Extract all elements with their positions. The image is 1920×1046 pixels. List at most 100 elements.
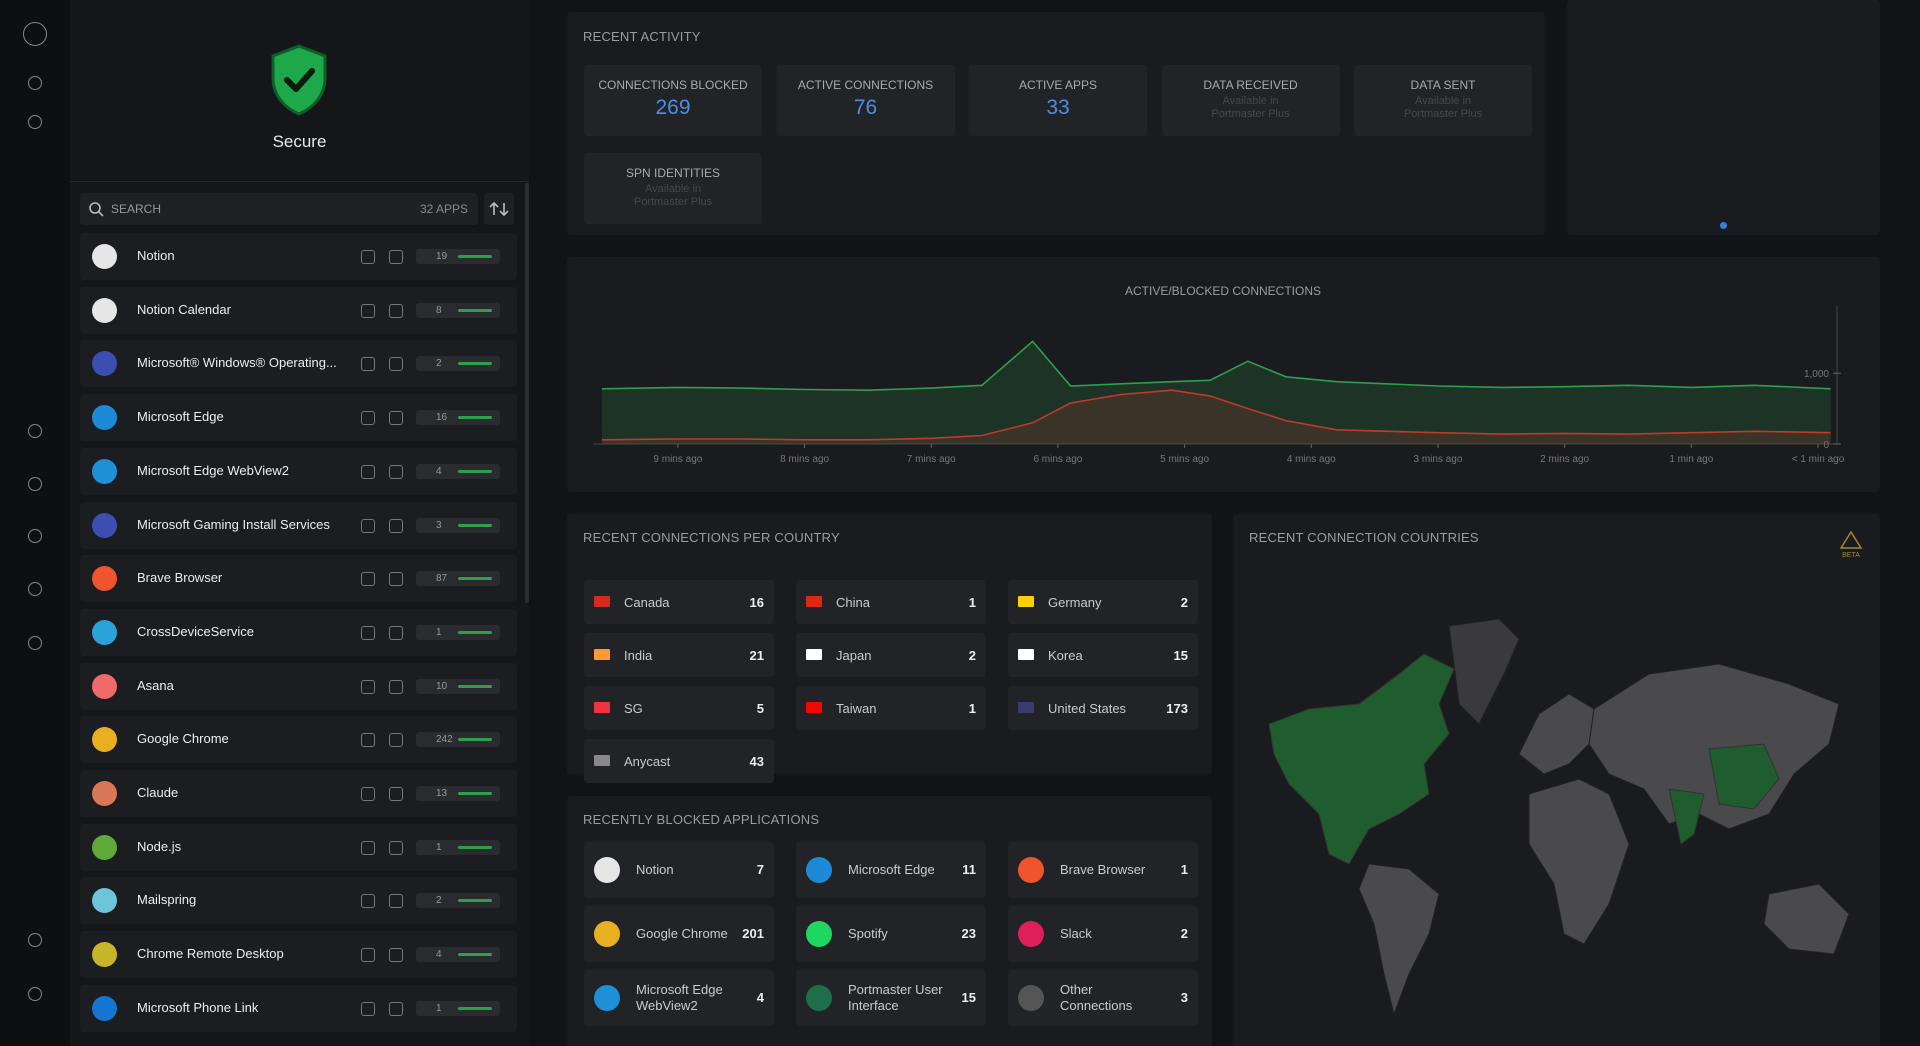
connection-count: 4 <box>436 465 442 477</box>
stat-card: ACTIVE APPS 33 <box>969 65 1147 136</box>
app-row[interactable]: Asana 10 <box>80 662 517 710</box>
countries-panel: RECENT CONNECTIONS PER COUNTRY Canada 16 C… <box>567 514 1212 783</box>
connections-chart: ACTIVE/BLOCKED CONNECTIONS 0 1,000 9 mins … <box>593 284 1845 465</box>
connection-bar <box>458 469 492 473</box>
app-row[interactable]: Microsoft Edge WebView2 4 <box>80 447 517 495</box>
beta-label: BETA <box>1842 552 1860 559</box>
country-cell: SG 5 <box>584 686 774 730</box>
app-action-icon <box>389 572 403 587</box>
connection-pill: 4 <box>416 463 500 479</box>
app-action-icon <box>389 894 403 909</box>
app-action-icon <box>389 411 403 426</box>
connection-bar <box>458 684 492 688</box>
app-row[interactable]: Chrome Remote Desktop 4 <box>80 931 517 979</box>
stat-note: Available in Portmaster Plus <box>633 183 713 208</box>
stat-card: ACTIVE CONNECTIONS 76 <box>776 65 955 136</box>
app-row[interactable]: Microsoft Phone Link 1 <box>80 984 517 1032</box>
connection-bar <box>458 953 492 957</box>
series-area <box>601 390 1831 444</box>
connection-count: 1 <box>436 1002 442 1014</box>
blocked-app-icon <box>806 921 832 947</box>
x-tick-label: 4 mins ago <box>1287 454 1336 465</box>
blocked-apps-panel: RECENTLY BLOCKED APPLICATIONS Notion 7 Mic… <box>567 796 1212 1046</box>
app-icon <box>92 781 117 806</box>
nav-icon[interactable] <box>28 76 42 90</box>
app-icon <box>92 351 117 377</box>
search-box[interactable]: SEARCH 32 APPS <box>80 193 478 225</box>
nav-icon[interactable] <box>28 115 42 129</box>
x-tick-label: 1 min ago <box>1669 454 1713 465</box>
blocked-app-count: 11 <box>962 862 976 877</box>
blocked-app-cell: Slack 2 <box>1008 906 1198 962</box>
app-row[interactable]: Brave Browser 87 <box>80 555 517 603</box>
app-name: Microsoft® Windows® Operating... <box>137 355 337 371</box>
nav-icon[interactable] <box>28 477 42 491</box>
connection-count: 10 <box>436 680 448 692</box>
connection-count: 2 <box>436 358 442 370</box>
connection-count: 4 <box>436 949 442 961</box>
app-panel: Secure SEARCH 32 APPS Notion 19 Notion Cal… <box>70 0 529 1046</box>
nav-icon[interactable] <box>28 424 42 438</box>
app-name: CrossDeviceService <box>137 623 255 639</box>
app-row[interactable]: Notion Calendar 8 <box>80 286 517 334</box>
country-flag <box>594 596 610 607</box>
app-name: Node.js <box>137 838 182 854</box>
africa <box>1528 778 1630 945</box>
nav-icon[interactable] <box>28 582 42 596</box>
country-name: Anycast <box>624 754 671 769</box>
stat-value: 269 <box>655 96 691 119</box>
panel-title: RECENT CONNECTION COUNTRIES <box>1249 530 1479 545</box>
connection-pill: 4 <box>416 947 500 963</box>
app-name: Claude <box>137 785 179 800</box>
country-flag <box>806 596 822 607</box>
app-row[interactable]: Claude 13 <box>80 770 517 817</box>
nav-icon[interactable] <box>28 529 42 543</box>
app-row[interactable]: Notion 19 <box>80 233 517 280</box>
app-row[interactable]: Microsoft Gaming Install Services 3 <box>80 501 517 549</box>
app-icon <box>92 566 117 592</box>
connection-count: 87 <box>436 573 448 585</box>
app-row[interactable]: Google Chrome 242 <box>80 716 517 764</box>
blocked-app-name: Notion <box>636 862 674 877</box>
stat-value: 33 <box>1046 96 1070 119</box>
nav-icon[interactable] <box>28 987 42 1001</box>
blocked-app-cell: Notion 7 <box>584 842 774 898</box>
country-flag <box>1018 649 1034 660</box>
nav-icon[interactable] <box>28 636 42 650</box>
app-name: Asana <box>137 677 174 693</box>
nav-icon[interactable] <box>28 933 42 947</box>
country-count: 173 <box>1166 701 1188 716</box>
app-name: Brave Browser <box>137 570 223 586</box>
sort-button[interactable] <box>484 193 514 225</box>
blocked-app-icon <box>594 985 620 1011</box>
country-name: SG <box>624 701 643 716</box>
app-action-icon <box>389 948 403 963</box>
stat-label: ACTIVE APPS <box>1018 78 1098 92</box>
australia <box>1763 883 1850 955</box>
app-row[interactable]: CrossDeviceService 1 <box>80 608 517 656</box>
map-panel: RECENT CONNECTION COUNTRIES BETA <box>1233 514 1880 1046</box>
stat-value: 76 <box>853 96 878 119</box>
country-count: 1 <box>968 595 976 610</box>
blocked-app-count: 4 <box>756 990 764 1005</box>
app-name: Microsoft Gaming Install Services <box>137 516 330 532</box>
app-row[interactable]: Mailspring 2 <box>80 877 517 925</box>
world-map <box>1268 618 1850 1016</box>
connection-pill: 13 <box>416 786 500 801</box>
connection-pill: 8 <box>416 302 500 318</box>
country-flag <box>1018 702 1034 713</box>
china <box>1708 743 1780 810</box>
app-icon <box>92 995 117 1021</box>
stat-label: DATA SENT <box>1410 78 1476 92</box>
app-icon <box>92 458 117 484</box>
app-row[interactable]: Microsoft® Windows® Operating... 2 <box>80 340 517 388</box>
app-row[interactable]: Node.js 1 <box>80 823 517 871</box>
blocked-app-cell: Spotify 23 <box>796 906 986 962</box>
nav-icon[interactable] <box>23 22 47 46</box>
search-icon <box>89 202 104 217</box>
country-flag <box>594 702 610 713</box>
x-tick-label: 2 mins ago <box>1540 454 1589 465</box>
stat-label: DATA RECEIVED <box>1203 78 1298 92</box>
x-tick-label: 6 mins ago <box>1033 454 1082 465</box>
app-row[interactable]: Microsoft Edge 16 <box>80 394 517 442</box>
